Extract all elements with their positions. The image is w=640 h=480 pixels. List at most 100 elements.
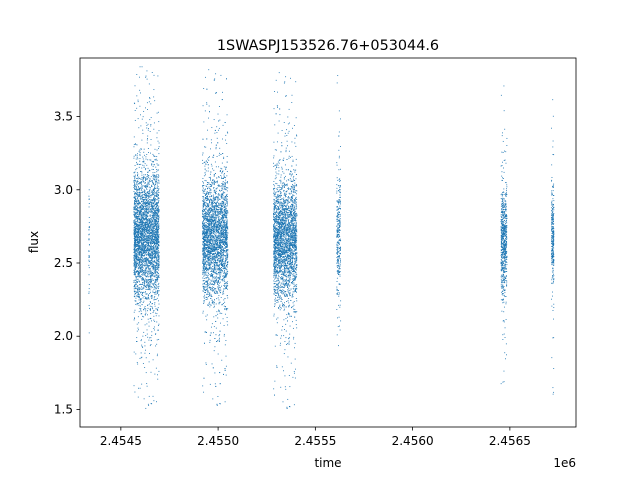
- data-point: [136, 202, 138, 204]
- data-point: [226, 250, 227, 252]
- data-point: [137, 231, 139, 233]
- data-point: [138, 293, 140, 295]
- data-point: [148, 234, 150, 236]
- data-point: [133, 248, 135, 250]
- data-point: [134, 212, 136, 214]
- data-point: [154, 148, 156, 150]
- data-point: [146, 249, 148, 251]
- data-point: [139, 219, 141, 221]
- data-point: [150, 340, 152, 342]
- data-point: [141, 259, 143, 261]
- data-point: [158, 242, 159, 244]
- data-point: [148, 211, 150, 213]
- data-point: [143, 285, 145, 287]
- data-point: [157, 194, 159, 196]
- data-point: [137, 236, 139, 238]
- data-point: [220, 252, 222, 254]
- data-point: [136, 223, 138, 225]
- data-point: [139, 244, 141, 246]
- data-point: [148, 197, 150, 199]
- data-point: [136, 275, 138, 277]
- data-point: [140, 212, 141, 214]
- data-point: [145, 211, 147, 212]
- data-point: [148, 253, 150, 255]
- data-point: [150, 249, 152, 251]
- data-point: [210, 257, 212, 259]
- data-point: [207, 229, 209, 230]
- data-point: [146, 279, 148, 281]
- data-point: [135, 205, 137, 207]
- data-point: [149, 236, 151, 238]
- data-point: [143, 270, 145, 272]
- data-point: [142, 222, 144, 224]
- data-point: [147, 190, 149, 192]
- data-point: [143, 331, 145, 333]
- data-point: [148, 297, 150, 299]
- data-point: [142, 200, 144, 202]
- data-point: [135, 201, 137, 203]
- data-point: [139, 217, 141, 219]
- data-point: [134, 236, 136, 238]
- data-point: [136, 239, 137, 241]
- data-point: [149, 268, 151, 270]
- data-point: [137, 271, 139, 273]
- data-point: [134, 296, 136, 298]
- data-point: [147, 296, 149, 298]
- data-point: [206, 242, 208, 244]
- data-point: [217, 225, 218, 227]
- data-point: [151, 232, 153, 234]
- data-point: [146, 209, 148, 210]
- data-point: [205, 363, 207, 365]
- data-point: [153, 273, 155, 275]
- data-point: [141, 293, 143, 295]
- data-point: [221, 196, 223, 198]
- data-point: [137, 153, 138, 155]
- data-point: [136, 194, 138, 196]
- data-point: [145, 228, 147, 230]
- data-point: [137, 253, 139, 255]
- data-point: [147, 236, 148, 238]
- data-point: [142, 199, 144, 201]
- data-point: [156, 235, 158, 237]
- data-point: [143, 284, 145, 286]
- data-point: [143, 181, 145, 182]
- data-point: [145, 158, 147, 160]
- data-point: [157, 207, 159, 209]
- data-point: [134, 284, 135, 286]
- data-point: [145, 226, 147, 228]
- data-point: [138, 214, 140, 216]
- data-point: [145, 349, 146, 351]
- data-point: [143, 223, 145, 225]
- data-point: [139, 212, 141, 214]
- data-point: [135, 198, 137, 200]
- data-point: [223, 272, 225, 274]
- data-point: [158, 295, 160, 297]
- data-point: [139, 245, 141, 247]
- data-point: [152, 229, 154, 231]
- data-point: [143, 210, 145, 212]
- data-point: [147, 248, 149, 250]
- data-point: [222, 242, 223, 243]
- data-point: [155, 283, 157, 285]
- data-point: [135, 235, 137, 237]
- data-point: [133, 136, 135, 138]
- data-point: [156, 221, 157, 223]
- data-point: [134, 177, 136, 179]
- data-point: [137, 212, 139, 213]
- data-point: [220, 269, 222, 270]
- data-point: [135, 270, 137, 272]
- data-point: [158, 180, 160, 182]
- data-point: [135, 178, 137, 179]
- data-point: [147, 171, 149, 173]
- data-point: [226, 288, 228, 290]
- data-point: [227, 244, 228, 246]
- data-point: [139, 160, 141, 162]
- data-point: [141, 253, 143, 255]
- data-point: [149, 345, 151, 347]
- data-point: [158, 244, 160, 246]
- data-point: [147, 243, 149, 245]
- data-point: [143, 230, 145, 232]
- data-point: [153, 328, 155, 329]
- data-point: [138, 211, 140, 213]
- data-point: [150, 228, 152, 230]
